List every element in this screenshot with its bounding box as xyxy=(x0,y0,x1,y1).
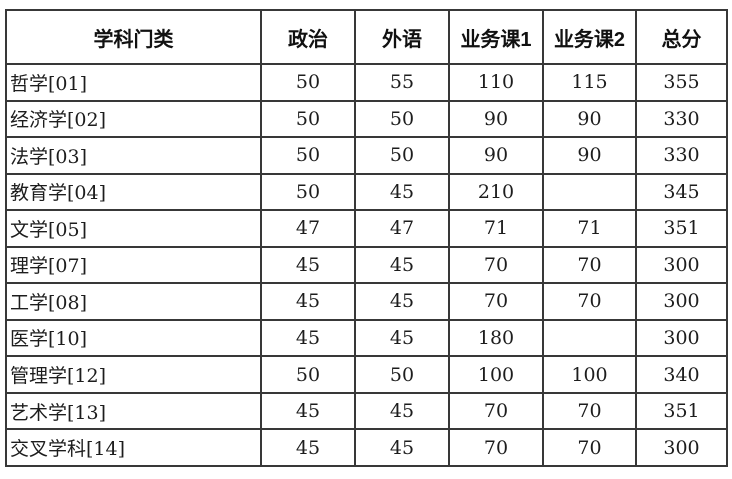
score-cell: 70 xyxy=(542,428,637,467)
score-table: 学科门类 政治 外语 业务课1 业务课2 总分 哲学[01] 50 55 110 115 355 经济… xyxy=(5,9,728,467)
table-row: 法学[03] 50 50 90 90 330 xyxy=(5,136,728,175)
table-row: 文学[05] 47 47 71 71 351 xyxy=(5,209,728,248)
score-cell: 70 xyxy=(448,282,544,321)
column-header: 学科门类 xyxy=(5,9,262,65)
row-label-cell: 工学[08] xyxy=(5,282,262,321)
score-cell: 345 xyxy=(635,172,728,212)
score-cell: 50 xyxy=(354,136,450,175)
score-cell: 330 xyxy=(635,136,728,175)
table-row: 管理学[12] 50 50 100 100 340 xyxy=(5,355,728,394)
score-cell: 100 xyxy=(542,355,637,394)
score-cell: 50 xyxy=(260,355,356,394)
score-cell: 70 xyxy=(542,245,637,285)
score-cell: 45 xyxy=(354,282,450,321)
score-cell: 71 xyxy=(542,209,637,248)
table-row: 教育学[04] 50 45 210 345 xyxy=(5,172,728,212)
column-header: 政治 xyxy=(260,9,356,65)
score-cell: 45 xyxy=(260,428,356,467)
score-cell: 351 xyxy=(635,391,728,431)
score-cell: 340 xyxy=(635,355,728,394)
score-cell: 50 xyxy=(354,99,450,139)
score-cell: 90 xyxy=(542,99,637,139)
score-cell: 115 xyxy=(542,63,637,102)
table-body: 哲学[01] 50 55 110 115 355 经济学[02] 50 50 90 90 330 法学[… xyxy=(5,63,728,467)
score-cell: 45 xyxy=(260,282,356,321)
row-label-cell: 理学[07] xyxy=(5,245,262,285)
score-cell: 50 xyxy=(260,172,356,212)
score-cell: 45 xyxy=(354,245,450,285)
score-cell: 70 xyxy=(448,428,544,467)
column-header: 外语 xyxy=(354,9,450,65)
score-cell: 100 xyxy=(448,355,544,394)
score-cell: 71 xyxy=(448,209,544,248)
score-cell: 50 xyxy=(260,136,356,175)
score-cell: 90 xyxy=(448,99,544,139)
score-cell: 45 xyxy=(354,172,450,212)
row-label-cell: 经济学[02] xyxy=(5,99,262,139)
score-cell: 45 xyxy=(354,428,450,467)
score-cell: 210 xyxy=(448,172,544,212)
column-header: 业务课1 xyxy=(448,9,544,65)
score-cell: 50 xyxy=(260,63,356,102)
score-cell xyxy=(542,318,637,358)
score-cell: 330 xyxy=(635,99,728,139)
score-cell: 180 xyxy=(448,318,544,358)
score-cell: 47 xyxy=(260,209,356,248)
column-header: 总分 xyxy=(635,9,728,65)
score-cell: 45 xyxy=(260,391,356,431)
score-cell: 90 xyxy=(448,136,544,175)
score-cell: 47 xyxy=(354,209,450,248)
score-cell: 50 xyxy=(354,355,450,394)
row-label-cell: 教育学[04] xyxy=(5,172,262,212)
row-label-cell: 医学[10] xyxy=(5,318,262,358)
row-label-cell: 法学[03] xyxy=(5,136,262,175)
row-label-cell: 交叉学科[14] xyxy=(5,428,262,467)
score-cell: 300 xyxy=(635,318,728,358)
score-cell: 70 xyxy=(542,391,637,431)
column-header: 业务课2 xyxy=(542,9,637,65)
score-cell: 300 xyxy=(635,245,728,285)
table-row: 理学[07] 45 45 70 70 300 xyxy=(5,245,728,285)
table-row: 艺术学[13] 45 45 70 70 351 xyxy=(5,391,728,431)
score-cell xyxy=(542,172,637,212)
table-row: 经济学[02] 50 50 90 90 330 xyxy=(5,99,728,139)
row-label-cell: 管理学[12] xyxy=(5,355,262,394)
score-cell: 45 xyxy=(260,245,356,285)
score-cell: 355 xyxy=(635,63,728,102)
score-cell: 300 xyxy=(635,282,728,321)
score-cell: 351 xyxy=(635,209,728,248)
row-label-cell: 哲学[01] xyxy=(5,63,262,102)
score-cell: 50 xyxy=(260,99,356,139)
table-row: 工学[08] 45 45 70 70 300 xyxy=(5,282,728,321)
header-row: 学科门类 政治 外语 业务课1 业务课2 总分 xyxy=(5,9,728,65)
row-label-cell: 艺术学[13] xyxy=(5,391,262,431)
table-row: 哲学[01] 50 55 110 115 355 xyxy=(5,63,728,102)
score-cell: 45 xyxy=(260,318,356,358)
score-cell: 90 xyxy=(542,136,637,175)
score-cell: 55 xyxy=(354,63,450,102)
score-cell: 70 xyxy=(448,245,544,285)
table-row: 医学[10] 45 45 180 300 xyxy=(5,318,728,358)
table-row: 交叉学科[14] 45 45 70 70 300 xyxy=(5,428,728,467)
score-cell: 45 xyxy=(354,391,450,431)
score-cell: 45 xyxy=(354,318,450,358)
score-cell: 300 xyxy=(635,428,728,467)
score-table-container: 学科门类 政治 外语 业务课1 业务课2 总分 哲学[01] 50 55 110 115 355 经济… xyxy=(5,9,728,467)
score-cell: 70 xyxy=(542,282,637,321)
score-cell: 70 xyxy=(448,391,544,431)
row-label-cell: 文学[05] xyxy=(5,209,262,248)
score-cell: 110 xyxy=(448,63,544,102)
